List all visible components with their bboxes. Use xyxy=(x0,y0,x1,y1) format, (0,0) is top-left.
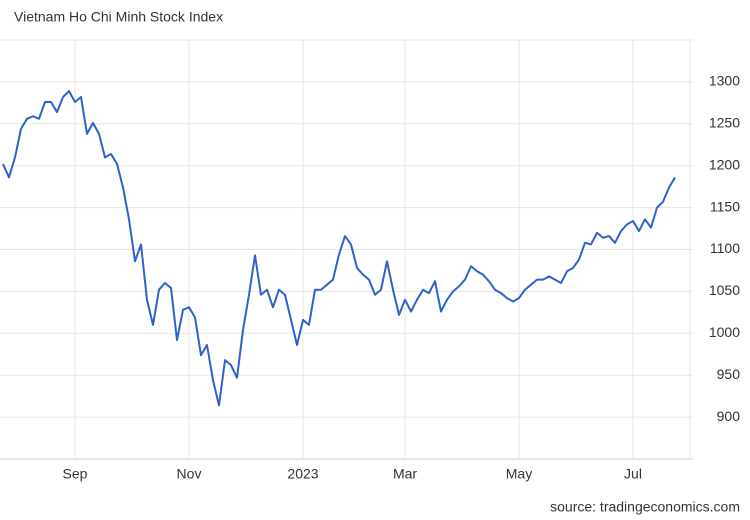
source: source: tradingeconomics.com xyxy=(550,499,740,515)
x-tick-label: Mar xyxy=(393,466,417,482)
y-tick-label: 1300 xyxy=(709,73,740,89)
y-tick-label: 1250 xyxy=(709,115,740,131)
chart-title: Vietnam Ho Chi Minh Stock Index xyxy=(14,9,223,25)
y-tick-label: 1000 xyxy=(709,324,740,340)
x-tick-label: 2023 xyxy=(287,466,318,482)
y-tick-label: 900 xyxy=(717,408,741,424)
line xyxy=(2,90,676,407)
x-tick-label: May xyxy=(506,466,532,482)
x-tick-label: Sep xyxy=(63,466,88,482)
x-tick-label: Jul xyxy=(624,466,642,482)
y-tick-label: 1100 xyxy=(710,240,740,256)
x-tick-label: Nov xyxy=(177,466,202,482)
y-tick-label: 1050 xyxy=(709,282,740,298)
y-tick-label: 1150 xyxy=(710,198,740,214)
y-tick-label: 1200 xyxy=(709,156,740,172)
y-tick-label: 950 xyxy=(717,366,741,382)
